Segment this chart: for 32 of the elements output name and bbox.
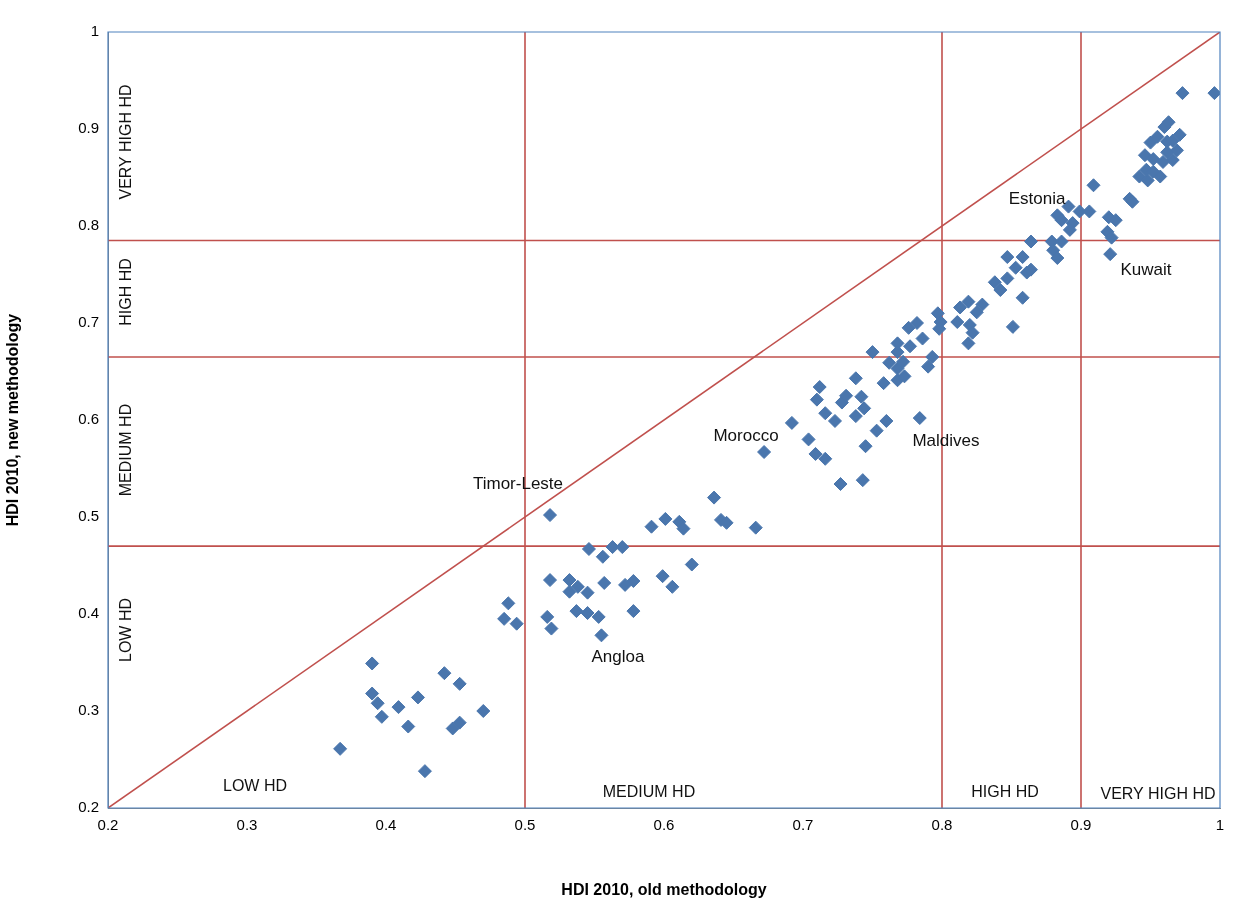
- annotation: HIGH HD: [117, 258, 135, 326]
- y-tick-label: 0.8: [78, 216, 99, 234]
- y-tick-label: 0.2: [78, 798, 99, 816]
- x-tick-label: 0.8: [931, 816, 953, 834]
- x-tick-label: 0.5: [514, 816, 536, 834]
- y-tick-label: 1: [90, 22, 99, 40]
- annotation: VERY HIGH HD: [117, 84, 135, 200]
- annotation: MEDIUM HD: [602, 783, 696, 801]
- y-tick-label: 0.6: [78, 410, 99, 428]
- x-tick-label: 0.7: [792, 816, 814, 834]
- x-tick-label: 0.6: [653, 816, 675, 834]
- y-tick-label: 0.7: [78, 313, 99, 331]
- annotation: HIGH HD: [971, 783, 1039, 801]
- x-tick-label: 1: [1215, 816, 1225, 834]
- x-axis-title: HDI 2010, old methodology: [561, 880, 767, 898]
- annotation: LOW HD: [223, 777, 287, 795]
- y-tick-label: 0.5: [78, 507, 99, 525]
- x-tick-label: 0.3: [236, 816, 258, 834]
- y-tick-label: 0.9: [78, 119, 99, 137]
- annotation: Morocco: [713, 425, 779, 445]
- annotation: Kuwait: [1120, 259, 1172, 279]
- x-tick-label: 0.2: [97, 816, 119, 834]
- annotation: Estonia: [1008, 188, 1066, 208]
- x-tick-label: 0.4: [375, 816, 397, 834]
- annotation: LOW HD: [117, 598, 135, 662]
- annotation: MEDIUM HD: [117, 403, 135, 497]
- y-tick-label: 0.4: [78, 604, 99, 622]
- annotation: Angloa: [591, 646, 646, 666]
- y-tick-label: 0.3: [78, 701, 99, 719]
- annotation: VERY HIGH HD: [1100, 785, 1216, 803]
- x-tick-label: 0.9: [1070, 816, 1092, 834]
- y-axis-title: HDI 2010, new methodology: [4, 313, 22, 527]
